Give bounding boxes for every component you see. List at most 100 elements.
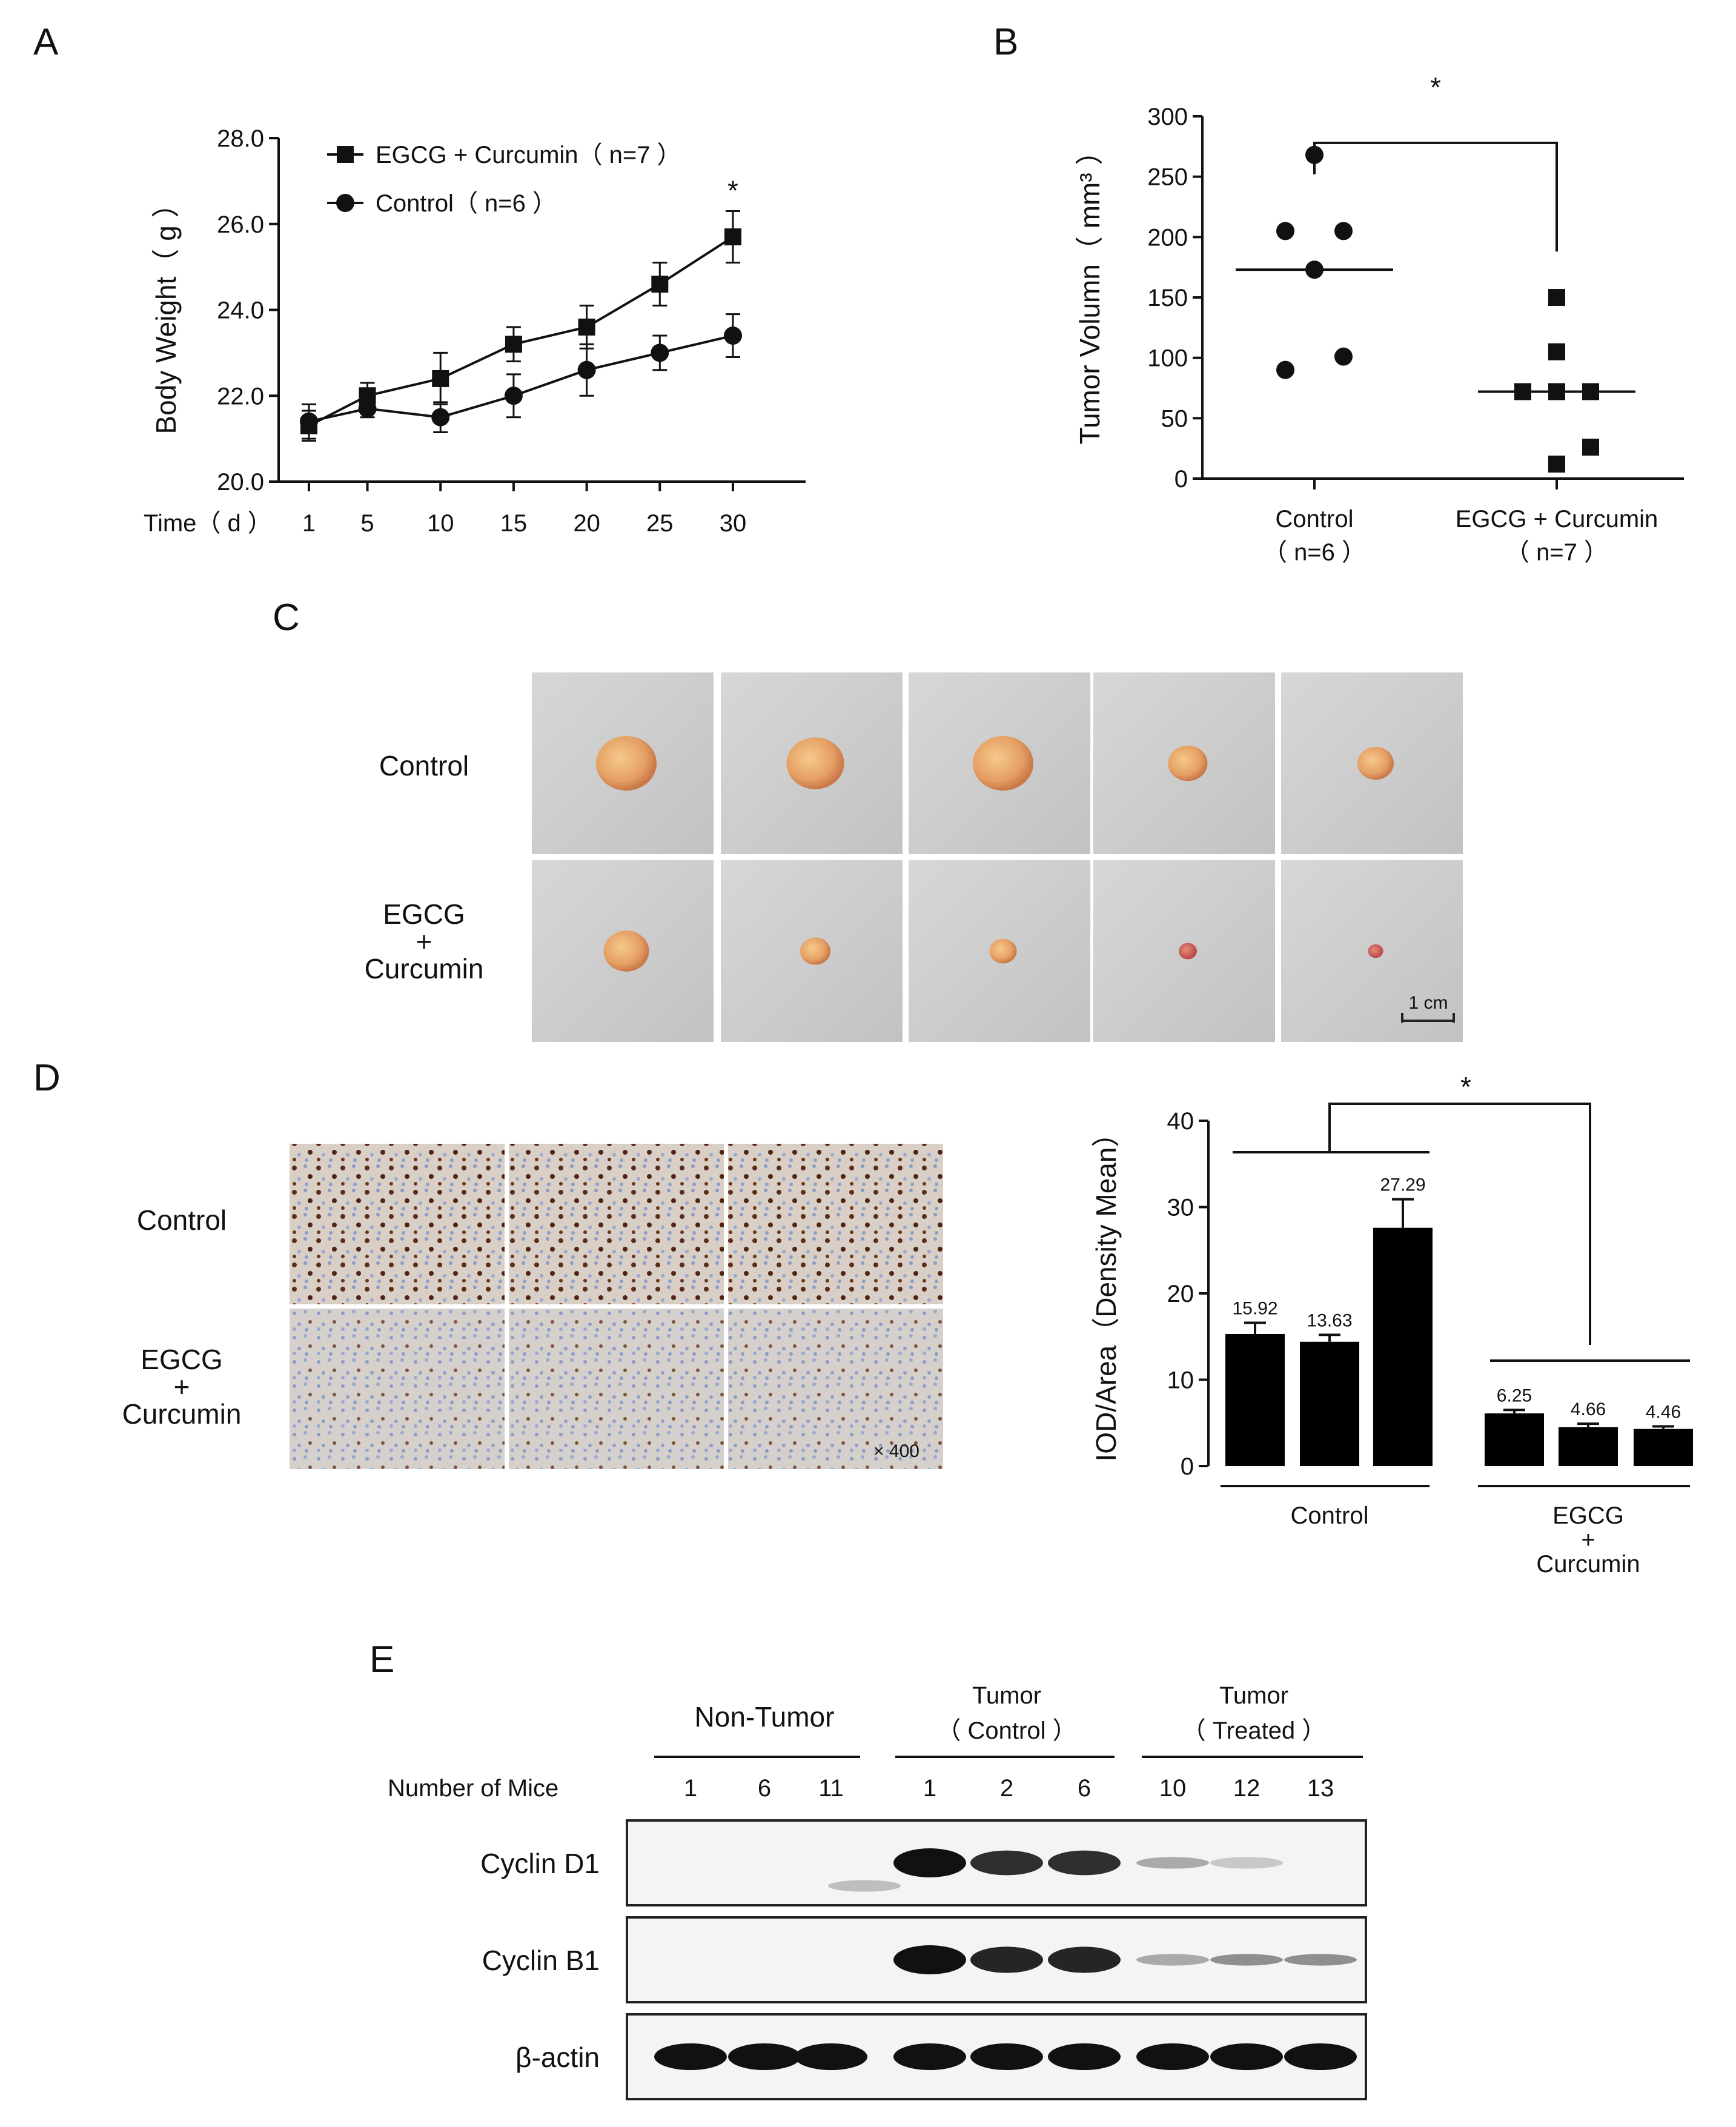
- panel-b-y-tick-label: 100: [1147, 345, 1188, 372]
- panel-a-x-tick-label: 20: [573, 510, 600, 537]
- panel-b-point-circle: [1276, 360, 1294, 379]
- panel-b-point-square: [1548, 383, 1565, 400]
- panel-e-blot-label: β-actin: [515, 2042, 600, 2073]
- panel-b-category-label: Control: [1276, 506, 1354, 533]
- tumor-treated-1: [603, 931, 649, 972]
- panel-a-point-square: [578, 318, 595, 336]
- tumor-treated-2: [800, 937, 830, 965]
- panel-e-band: [1048, 1850, 1121, 1876]
- panel-b-point-circle: [1276, 222, 1294, 241]
- panel-a-legend-label: EGCG + Curcumin（ n=7 ）: [376, 142, 681, 168]
- panel-e-band: [1136, 1857, 1209, 1869]
- panel-e-band: [893, 1945, 966, 1974]
- panel-letter-e: E: [369, 1639, 394, 1681]
- panel-d-data-label: 15.92: [1232, 1298, 1277, 1318]
- panel-a-point-circle: [300, 412, 318, 431]
- panel-e-mouse-number: 1: [923, 1775, 936, 1802]
- panel-d-bar: [1485, 1413, 1544, 1466]
- tumor-control-5: [1357, 747, 1394, 780]
- panel-a-point-square: [432, 370, 449, 387]
- panel-d-y-tick-label: 0: [1181, 1453, 1194, 1480]
- panel-b-significance: *: [1430, 71, 1441, 103]
- panel-d-data-label: 6.25: [1497, 1385, 1532, 1405]
- panel-d-bar: [1559, 1427, 1618, 1466]
- panel-b-point-circle: [1334, 347, 1353, 366]
- panel-b-point-square: [1548, 456, 1565, 473]
- panel-e-mouse-number: 6: [1078, 1775, 1091, 1802]
- ihc-treated-2: [509, 1309, 724, 1469]
- panel-b-point-square: [1548, 289, 1565, 306]
- panel-b-y-tick-label: 300: [1147, 104, 1188, 130]
- panel-d-y-tick-label: 20: [1167, 1281, 1194, 1307]
- panel-e-group-label: Tumor: [1219, 1682, 1288, 1709]
- panel-e-band: [970, 1946, 1043, 1973]
- panel-b-significance-bracket: [1313, 141, 1558, 252]
- panel-a-point-circle: [358, 399, 377, 418]
- panel-e-band: [1210, 2043, 1283, 2070]
- ihc-treated-1: [290, 1309, 505, 1469]
- panel-e-band: [1210, 1857, 1283, 1869]
- panel-d-y-tick-label: 10: [1167, 1367, 1194, 1394]
- panel-d-bar: [1373, 1227, 1433, 1466]
- panel-b-point-square: [1582, 383, 1599, 400]
- panel-e-band: [1136, 1954, 1209, 1966]
- panel-c-row-label-treated-3: Curcumin: [365, 953, 484, 984]
- panel-b-category-label: EGCG + Curcumin: [1456, 506, 1658, 533]
- panel-a-x-tick-label: 5: [360, 510, 374, 537]
- panel-c-row-label-treated-2: +: [416, 926, 432, 957]
- panel-e-group-label: （ Control ）: [936, 1717, 1076, 1744]
- panel-d-data-label: 4.46: [1646, 1402, 1681, 1422]
- panel-e-row-header: Number of Mice: [388, 1775, 558, 1802]
- magnification-label: × 400: [873, 1441, 919, 1461]
- panel-d-ihc-images: Control EGCG + Curcumin × 400: [122, 1144, 943, 1469]
- panel-b-scatter-chart: Tumor Volumn（ mm³ ） 0 50 100 150 200 250 300 Co…: [1074, 71, 1684, 566]
- panel-a-x-tick-label: 15: [500, 510, 528, 537]
- tumor-control-4: [1168, 745, 1208, 781]
- panel-a-y-tick-label: 26.0: [217, 211, 264, 238]
- panel-e-band: [1210, 1954, 1283, 1966]
- ihc-control-3: [728, 1144, 943, 1304]
- panel-a-point-circle: [651, 343, 669, 362]
- panel-d-group-label-treated: EGCG: [1552, 1502, 1624, 1529]
- panel-d-row-label-treated-1: EGCG: [141, 1344, 222, 1375]
- panel-e-band: [828, 1880, 901, 1892]
- panel-a-point-circle: [504, 387, 523, 405]
- panel-e-mouse-number: 12: [1233, 1775, 1261, 1802]
- panel-a-point-circle: [431, 408, 450, 426]
- ihc-control-2: [509, 1144, 724, 1304]
- panel-b-point-circle: [1305, 260, 1324, 279]
- panel-a-xlabel: Time（ d ）: [144, 510, 272, 537]
- tumor-control-3: [973, 736, 1033, 791]
- panel-e-band: [970, 1850, 1043, 1876]
- panel-d-data-label: 27.29: [1380, 1175, 1425, 1195]
- tumor-treated-5: [1368, 944, 1383, 958]
- panel-d-data-label: 4.66: [1571, 1399, 1606, 1419]
- panel-letter-b: B: [993, 21, 1018, 63]
- panel-e-band: [654, 2043, 727, 2070]
- panel-d-group-label-control: Control: [1291, 1502, 1369, 1529]
- panel-e-band: [1136, 2043, 1209, 2070]
- panel-a-legend-square: [337, 146, 354, 163]
- panel-letter-c: C: [273, 597, 300, 639]
- tumor-control-2: [786, 737, 844, 789]
- panel-b-y-tick-label: 250: [1147, 164, 1188, 191]
- panel-a-point-circle: [577, 360, 596, 379]
- panel-e-blot-label: Cyclin D1: [480, 1848, 600, 1879]
- panel-a-x-tick-label: 10: [427, 510, 454, 537]
- panel-c-tumor-photos: Control EGCG + Curcumin 1 cm: [365, 672, 1463, 1042]
- panel-d-group-label-treated: Curcumin: [1536, 1551, 1640, 1578]
- panel-e-group-label: Tumor: [972, 1682, 1041, 1709]
- panel-e-blot-label: Cyclin B1: [482, 1945, 600, 1976]
- ihc-treated-3: [728, 1309, 943, 1469]
- scale-bar-label: 1 cm: [1408, 993, 1448, 1013]
- panel-b-point-square: [1548, 343, 1565, 360]
- panel-e-band: [1048, 1946, 1121, 1973]
- panel-b-point-square: [1514, 383, 1531, 400]
- panel-a-legend-label: Control（ n=6 ）: [376, 190, 557, 217]
- panel-letter-d: D: [33, 1057, 61, 1099]
- panel-a-point-square: [724, 228, 741, 246]
- panel-e-mouse-number: 10: [1159, 1775, 1187, 1802]
- panel-d-row-label-treated-3: Curcumin: [122, 1398, 242, 1430]
- panel-e-group-label: Non-Tumor: [695, 1701, 835, 1733]
